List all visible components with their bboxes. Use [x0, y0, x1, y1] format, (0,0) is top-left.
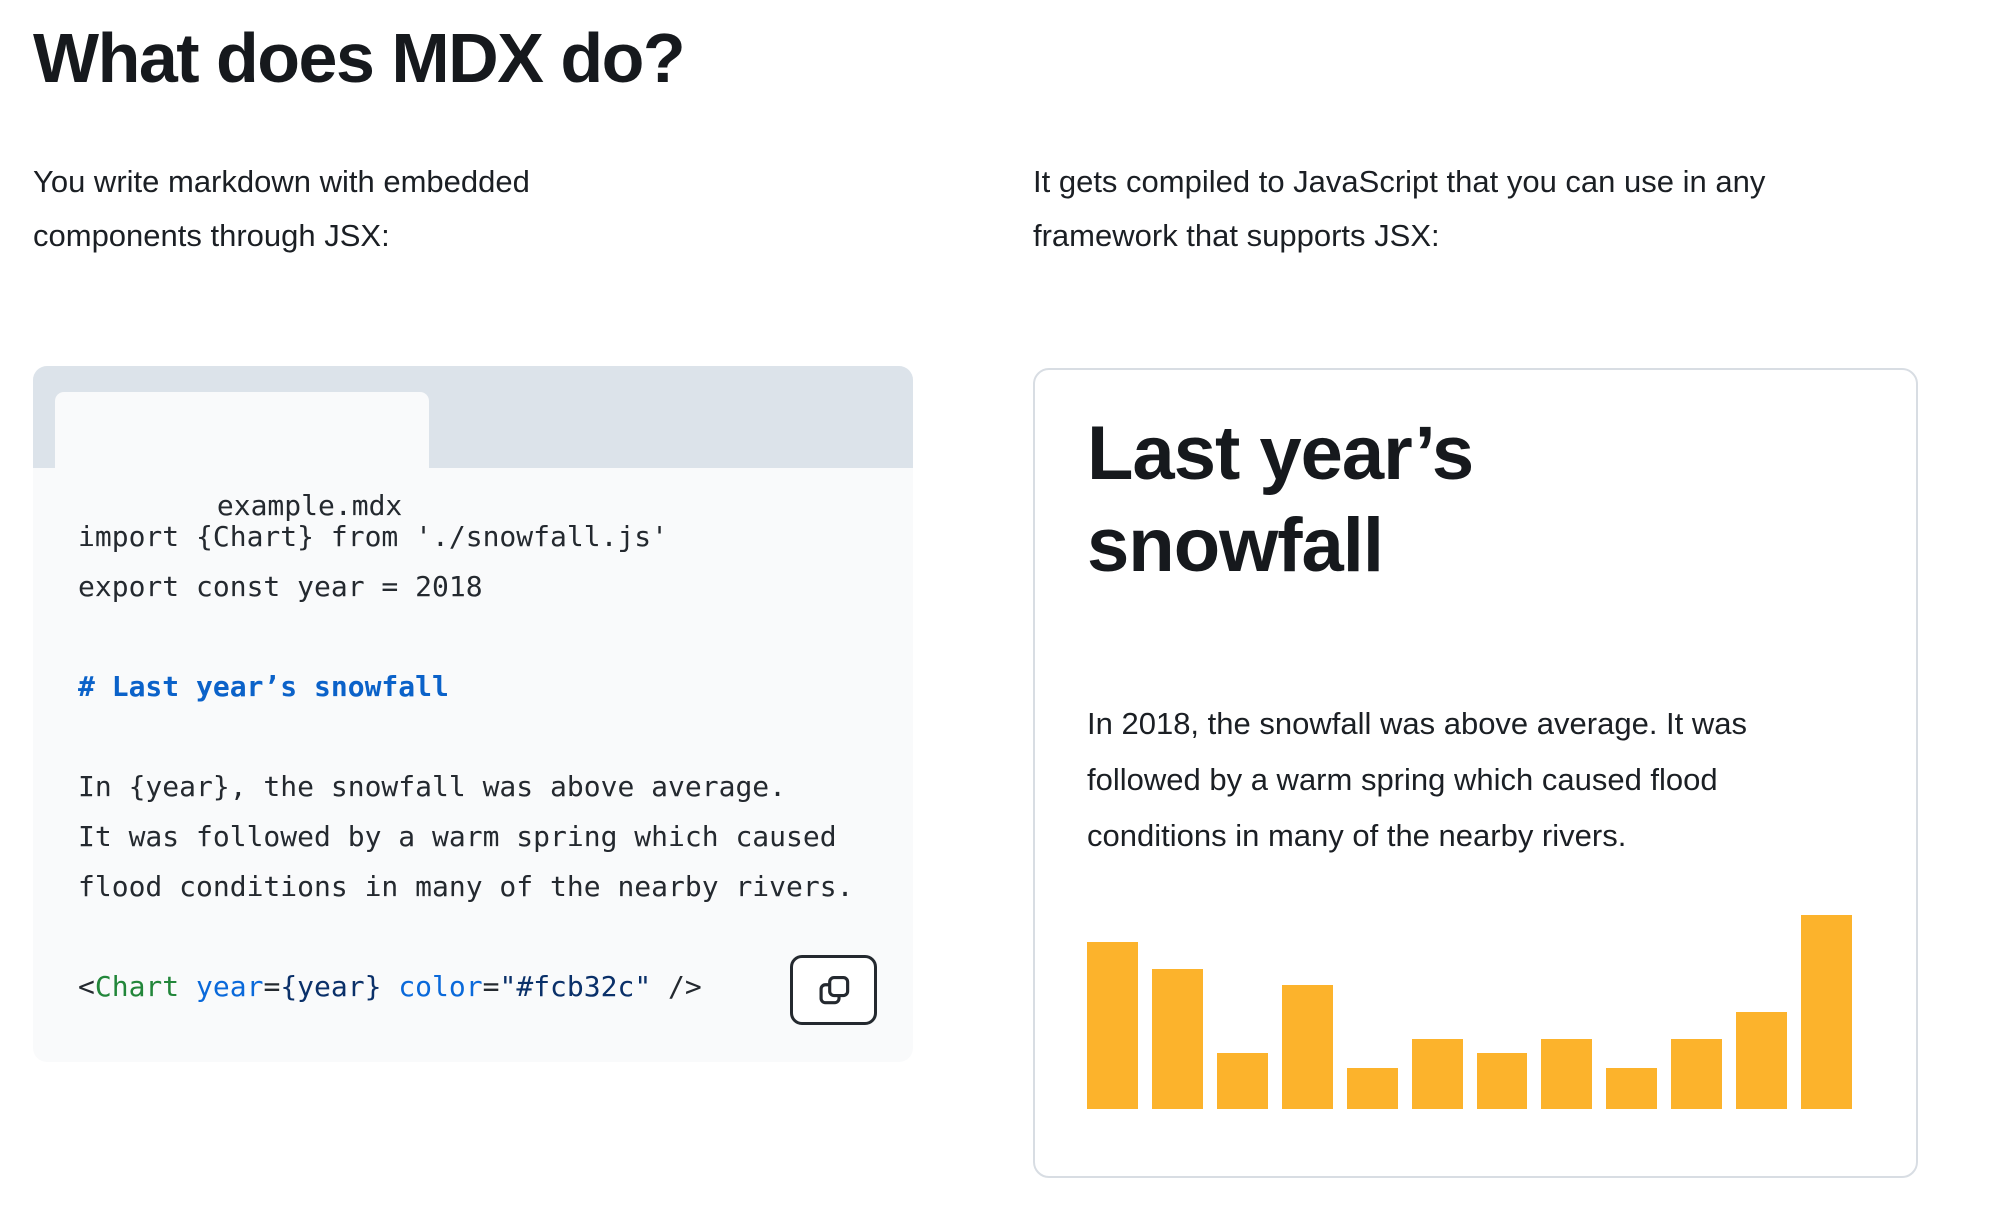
snowfall-bar-chart: [1087, 915, 1853, 1109]
code-line: [78, 612, 853, 662]
chart-bar: [1671, 1039, 1723, 1109]
code-block: example.mdx import {Chart} from './snowf…: [33, 366, 913, 1062]
chart-bar: [1151, 969, 1203, 1109]
code-line: It was followed by a warm spring which c…: [78, 820, 837, 853]
copy-button[interactable]: [790, 955, 877, 1025]
file-tab-label: example.mdx: [216, 489, 403, 522]
chart-bar: [1541, 1039, 1593, 1109]
output-card: Last year’s snowfall In 2018, the snowfa…: [1033, 368, 1918, 1178]
card-heading: Last year’s snowfall: [1087, 411, 1474, 588]
chart-bar: [1346, 1068, 1398, 1109]
code-line: In {year}, the snowfall was above averag…: [78, 770, 787, 803]
copy-icon: [819, 975, 849, 1004]
chart-bar: [1216, 1052, 1268, 1109]
code-line: [78, 912, 853, 962]
left-intro-text: You write markdown with embedded compone…: [33, 164, 530, 253]
code-line: flood conditions in many of the nearby r…: [78, 870, 854, 903]
code-line: import {Chart} from './snowfall.js': [78, 520, 669, 553]
page-title: What does MDX do?: [33, 19, 686, 97]
code-line: <Chart year={year} color="#fcb32c" />: [78, 970, 702, 1003]
chart-bar: [1476, 1052, 1528, 1109]
code-lines: import {Chart} from './snowfall.js' expor…: [78, 512, 853, 1012]
chart-bar: [1736, 1012, 1788, 1109]
card-paragraph: In 2018, the snowfall was above average.…: [1087, 706, 1748, 853]
chart-bar: [1411, 1039, 1463, 1109]
code-line: export const year = 2018: [78, 570, 483, 603]
code-line: [78, 712, 853, 762]
chart-bar: [1087, 942, 1138, 1109]
chart-bar: [1606, 1068, 1658, 1109]
file-tab: example.mdx: [55, 392, 430, 522]
code-line: # Last year’s snowfall: [78, 670, 449, 703]
chart-bar: [1281, 984, 1333, 1109]
chart-bar: [1801, 915, 1853, 1109]
right-intro-text: It gets compiled to JavaScript that you …: [1033, 164, 1766, 253]
tab-strip: example.mdx: [33, 366, 913, 522]
